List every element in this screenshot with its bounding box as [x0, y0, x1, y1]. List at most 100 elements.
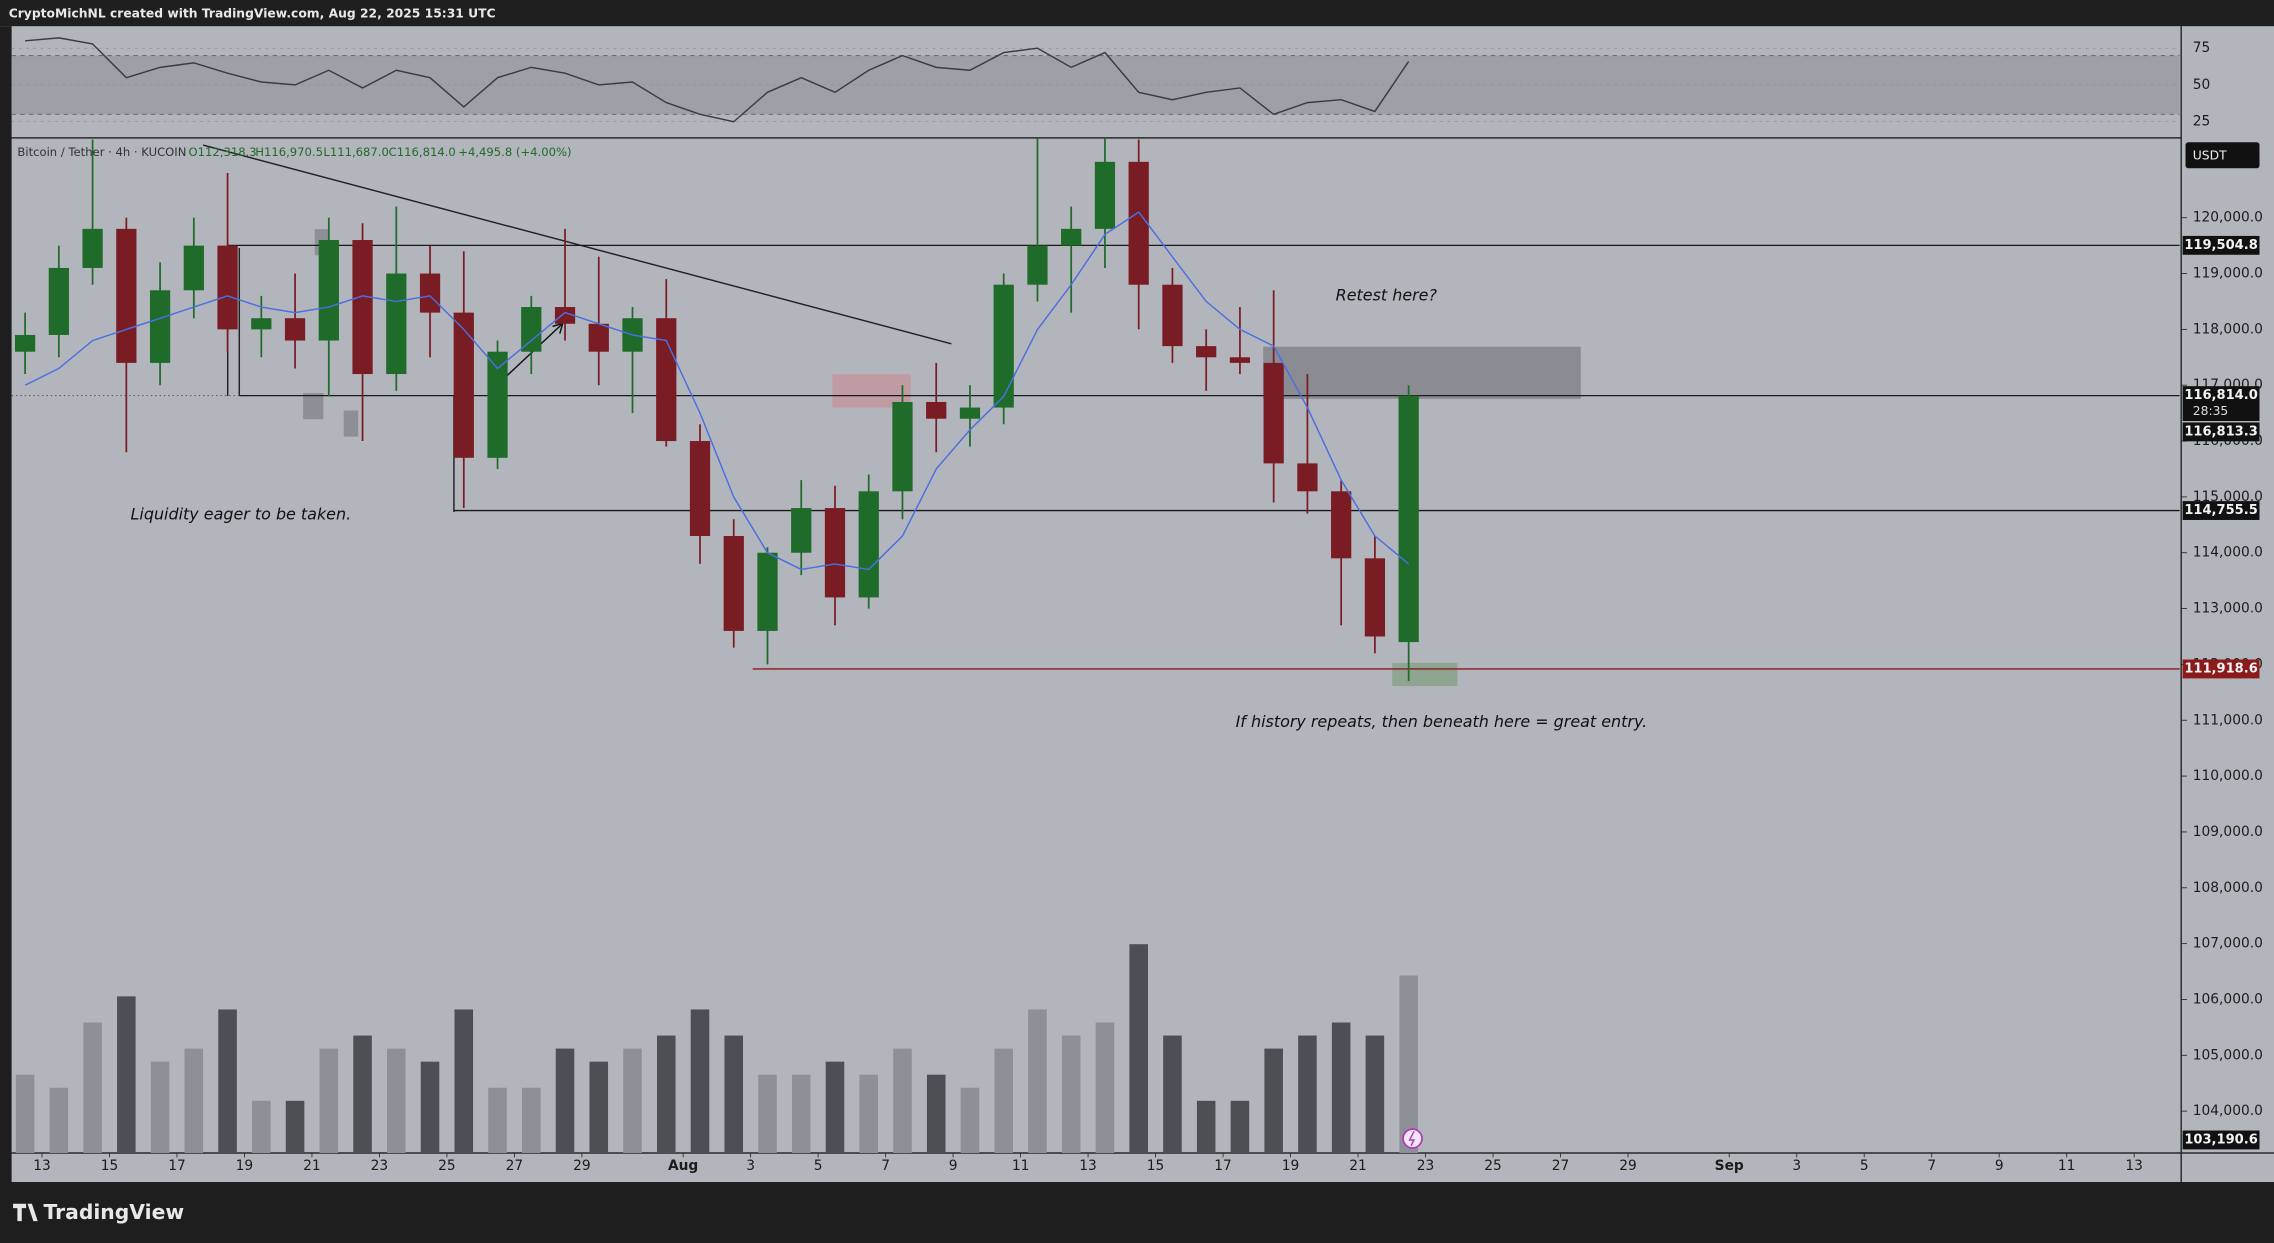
x-tick-label: 19 [1282, 1158, 1300, 1174]
candle-body [14, 334, 36, 352]
volume-bar [1028, 1009, 1047, 1154]
volume-bar [420, 1061, 440, 1154]
y-tick-label: 118,000.0 [2193, 321, 2263, 337]
y-tick-label: 111,000.0 [2193, 712, 2263, 728]
rsi-tick-label: 25 [2193, 114, 2211, 130]
y-tick-label: 104,000.0 [2193, 1103, 2263, 1119]
candle-body [858, 491, 879, 598]
level-label: 111,918.6 [2184, 661, 2257, 676]
volume-bar [1298, 1035, 1317, 1154]
candle-body [386, 273, 407, 375]
volume-bar [791, 1074, 811, 1154]
candle-body [1094, 161, 1116, 229]
x-tick-label: 3 [1792, 1158, 1801, 1174]
candle-body [48, 267, 69, 335]
x-tick-label: 15 [101, 1158, 119, 1174]
countdown: 28:35 [2193, 404, 2228, 418]
volume-bar [387, 1048, 406, 1154]
level-label: 116,814.0 [2184, 388, 2257, 403]
volume-bar [49, 1087, 69, 1154]
volume-bar [83, 1022, 102, 1154]
marker-box [303, 393, 324, 420]
y-tick-label: 107,000.0 [2193, 936, 2263, 952]
volume-bar [117, 996, 136, 1154]
candle-body [959, 407, 981, 419]
x-tick-label: 15 [1147, 1158, 1165, 1174]
candle-body [1229, 357, 1251, 363]
volume-bar [218, 1009, 237, 1154]
y-tick-label: 109,000.0 [2193, 824, 2263, 840]
level-label: 103,190.6 [2184, 1132, 2257, 1147]
y-tick-label: 115,000.0 [2193, 489, 2263, 505]
brand: TradingView [44, 1200, 185, 1224]
volume-bar [656, 1035, 676, 1154]
x-tick-label: Aug [668, 1158, 698, 1174]
x-tick-label: 17 [168, 1158, 186, 1174]
candle-body [892, 401, 913, 492]
y-tick-label: 120,000.0 [2193, 210, 2263, 226]
candle-body [1128, 161, 1149, 285]
volume-bar [589, 1061, 609, 1154]
legend-symbol: Bitcoin / Tether · 4h · KUCOIN [17, 145, 186, 159]
candle-body [251, 318, 272, 330]
candle-body [1398, 395, 1419, 643]
bottom-bar [0, 1182, 2274, 1243]
currency-box[interactable] [2185, 142, 2260, 169]
x-tick-label: 13 [2125, 1158, 2143, 1174]
volume-bar [994, 1048, 1013, 1154]
candle-body [791, 508, 812, 553]
level-label: 116,813.3 [2184, 424, 2257, 439]
x-tick-label: 5 [814, 1158, 823, 1174]
candle-body [1297, 463, 1318, 492]
candle-body [352, 240, 373, 375]
volume-bar [690, 1009, 710, 1154]
volume-bar [285, 1100, 305, 1154]
y-tick-label: 106,000.0 [2193, 991, 2263, 1007]
currency[interactable]: USDT [2193, 148, 2227, 162]
volume-bar [1129, 944, 1148, 1154]
x-tick-label: 17 [1214, 1158, 1232, 1174]
candle-body [1027, 245, 1048, 285]
candle-body [1364, 558, 1386, 637]
level-label: 114,755.5 [2184, 503, 2257, 518]
volume-bar [926, 1074, 946, 1154]
legend-high: H116,970.5 [255, 145, 323, 159]
rsi-line [25, 37, 1410, 123]
volume-bar [825, 1061, 845, 1154]
x-tick-label: 25 [438, 1158, 456, 1174]
x-tick-label: 3 [746, 1158, 755, 1174]
alert-icon[interactable] [1402, 1128, 1423, 1149]
volume-bar [1196, 1100, 1216, 1154]
volume-bar [960, 1087, 980, 1154]
candle-body [284, 318, 306, 341]
x-tick-label: 9 [949, 1158, 958, 1174]
legend-change: +4,495.8 (+4.00%) [458, 145, 571, 159]
candle-body [554, 307, 576, 324]
x-tick-label: 27 [1552, 1158, 1570, 1174]
header: CryptoMichNL created with TradingView.co… [9, 6, 496, 20]
candle-body [689, 441, 711, 536]
x-tick-label: 25 [1484, 1158, 1502, 1174]
brand-logo [13, 1203, 38, 1222]
candle-body [82, 228, 103, 268]
legend-low: L111,687.0 [323, 145, 388, 159]
volume-bar [1230, 1100, 1250, 1154]
candle-body [723, 535, 744, 631]
annotation: Retest here? [1336, 285, 1438, 304]
volume-bar [623, 1048, 642, 1154]
volume-bar [15, 1074, 35, 1154]
volume-bar [893, 1048, 912, 1154]
volume-bar [252, 1100, 271, 1154]
candle-body [926, 401, 947, 419]
volume-bar [859, 1074, 879, 1154]
candle-body [453, 312, 474, 458]
main-pane [11, 137, 2180, 1154]
volume-bar [1365, 1035, 1385, 1154]
volume-bar [1264, 1048, 1283, 1154]
x-tick-label: 21 [1349, 1158, 1367, 1174]
volume-bar [184, 1048, 204, 1154]
candle-body [487, 351, 508, 458]
volume-bar [488, 1087, 507, 1154]
